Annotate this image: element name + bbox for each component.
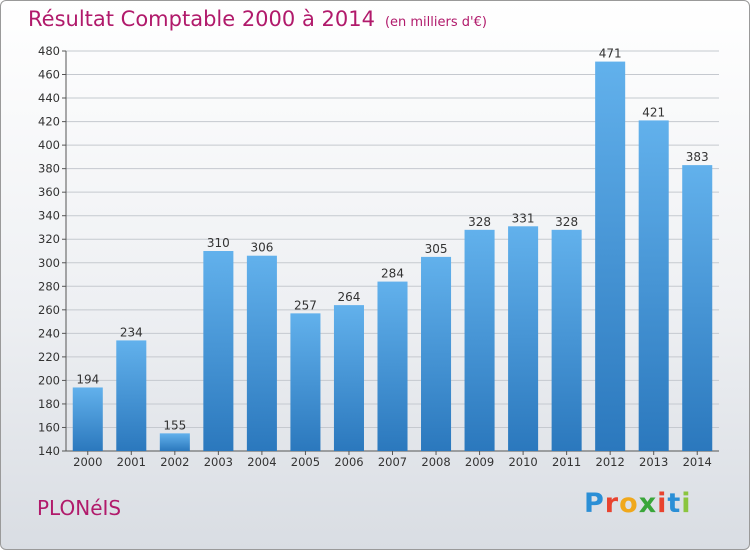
bar [333, 305, 364, 451]
logo-letter: i [657, 488, 668, 519]
x-tick-label: 2012 [596, 455, 625, 469]
x-tick-label: 2003 [204, 455, 233, 469]
bar [682, 165, 713, 451]
x-tick-label: 2010 [508, 455, 537, 469]
y-tick-label: 460 [38, 68, 60, 82]
y-tick-label: 340 [38, 209, 60, 223]
data-label: 234 [120, 325, 143, 339]
y-tick-label: 440 [38, 91, 60, 105]
data-label: 471 [599, 47, 622, 61]
x-tick-label: 2005 [291, 455, 320, 469]
data-label: 310 [207, 236, 230, 250]
y-tick-label: 360 [38, 185, 60, 199]
x-tick-label: 2000 [73, 455, 102, 469]
bar [638, 120, 669, 451]
logo-letter: t [667, 488, 682, 519]
y-tick-label: 140 [38, 444, 60, 458]
logo-letter: i [681, 488, 692, 519]
x-tick-label: 2002 [160, 455, 189, 469]
data-label: 194 [76, 372, 99, 386]
data-label: 421 [642, 105, 665, 119]
y-tick-label: 240 [38, 326, 60, 340]
y-tick-label: 480 [38, 44, 60, 58]
bar [421, 256, 452, 451]
y-tick-label: 420 [38, 115, 60, 129]
bar [290, 313, 321, 451]
data-label: 284 [381, 267, 404, 281]
x-tick-label: 2014 [683, 455, 712, 469]
logo-letter: o [619, 488, 639, 519]
data-label: 331 [512, 211, 535, 225]
y-tick-label: 260 [38, 303, 60, 317]
y-tick-label: 220 [38, 350, 60, 364]
x-tick-label: 2004 [247, 455, 276, 469]
tick-labels: 140 160 180 200 220 240 260 280 300 320 340 360 380 4… [38, 44, 712, 469]
chart-subtitle: (en milliers d'€) [384, 15, 487, 30]
y-tick-label: 320 [38, 232, 60, 246]
data-label: 306 [250, 241, 273, 255]
bar [159, 433, 190, 451]
bar [551, 229, 582, 451]
bar [377, 281, 408, 451]
bar [595, 61, 626, 452]
logo-letter: P [584, 488, 605, 519]
logo-letter: x [638, 488, 658, 519]
data-label: 383 [686, 150, 709, 164]
chart-title-main: Résultat Comptable 2000 à 2014 [28, 7, 375, 31]
x-tick-label: 2001 [117, 455, 146, 469]
bars [72, 61, 713, 452]
data-label: 264 [338, 290, 361, 304]
y-tick-label: 380 [38, 162, 60, 176]
bar [246, 255, 277, 451]
data-labels: 194 234 155 310 306 257 264 284 305 328 331 328 471 4… [76, 47, 708, 433]
data-label: 257 [294, 298, 317, 312]
bar [203, 251, 234, 451]
bar [116, 340, 147, 451]
y-tick-label: 180 [38, 397, 60, 411]
y-tick-label: 300 [38, 256, 60, 270]
x-tick-label: 2008 [421, 455, 450, 469]
y-tick-label: 200 [38, 373, 60, 387]
data-label: 305 [425, 242, 448, 256]
data-label: 155 [163, 418, 186, 432]
x-tick-label: 2009 [465, 455, 494, 469]
x-tick-label: 2013 [639, 455, 668, 469]
y-tick-label: 280 [38, 279, 60, 293]
data-label: 328 [555, 215, 578, 229]
y-tick-label: 160 [38, 420, 60, 434]
logo-letter: r [604, 488, 620, 519]
proxiti-logo: Proxiti [584, 488, 692, 519]
data-label: 328 [468, 215, 491, 229]
bar [464, 229, 495, 451]
y-tick-label: 400 [38, 138, 60, 152]
x-tick-label: 2007 [378, 455, 407, 469]
bar [508, 226, 539, 451]
chart-title: Résultat Comptable 2000 à 2014 (en millie… [28, 7, 487, 31]
x-tick-label: 2011 [552, 455, 581, 469]
x-tick-label: 2006 [334, 455, 363, 469]
bar [72, 387, 103, 451]
place-name: PLONéIS [37, 496, 122, 520]
